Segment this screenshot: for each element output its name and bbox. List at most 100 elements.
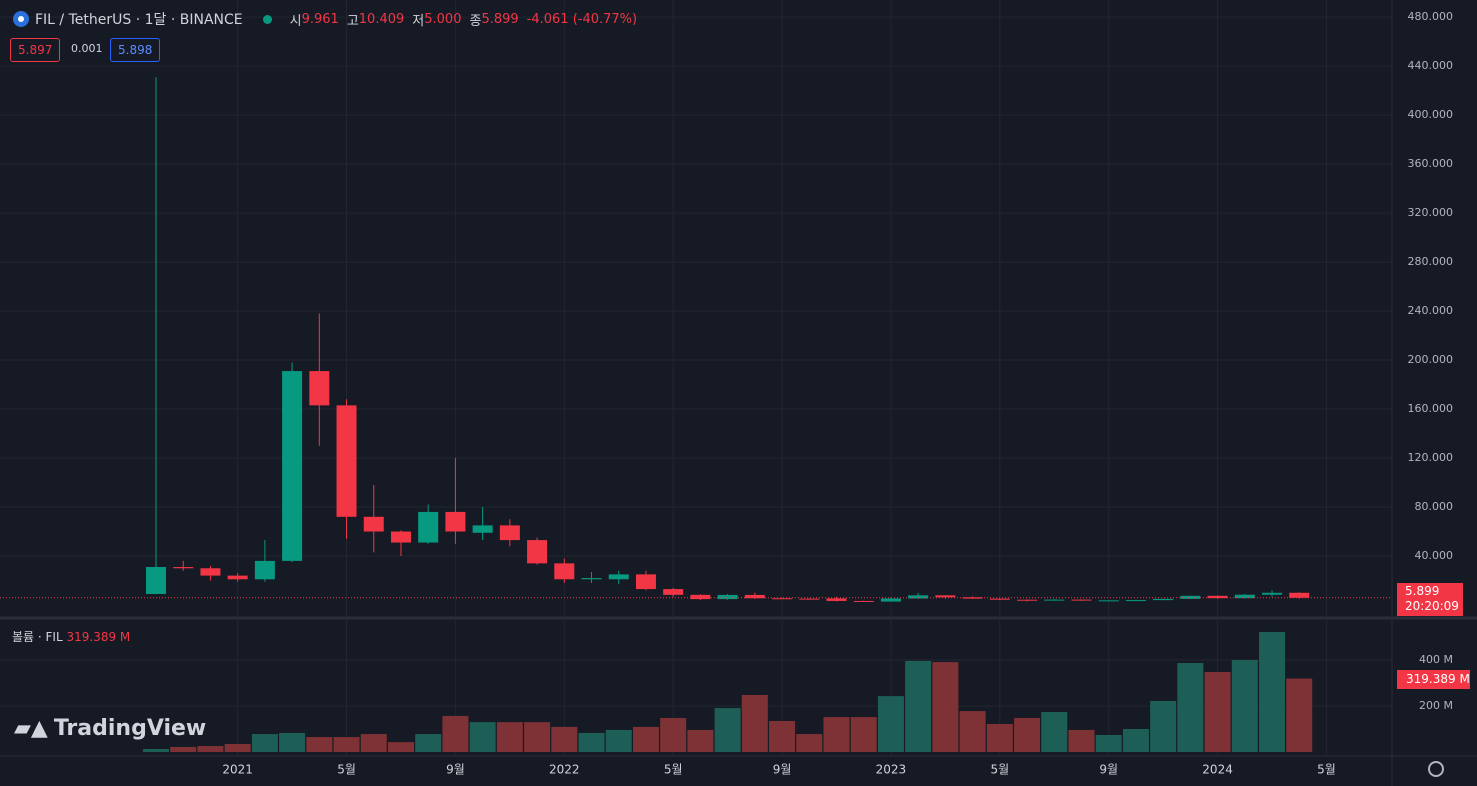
candle-body (1153, 598, 1174, 601)
change: -4.061 (-40.77%) (526, 11, 638, 27)
candle-body (608, 574, 629, 580)
volume-bar (632, 726, 659, 753)
candle-body (1044, 599, 1065, 601)
volume-bar (605, 729, 632, 753)
volume-bar (524, 722, 551, 753)
y-tick-label: 200.000 (1408, 353, 1454, 366)
spread: 0.001 (71, 42, 103, 55)
candle-body (663, 589, 684, 595)
x-tick-label: 2024 (1202, 763, 1233, 777)
candle-body (254, 560, 275, 580)
logo-text: TradingView (53, 716, 207, 741)
volume-bar (687, 729, 714, 753)
x-tick-label: 2023 (876, 763, 907, 777)
volume-bar (469, 722, 496, 753)
candle-body (935, 595, 956, 598)
candle-body (173, 567, 194, 569)
candle-body (1098, 600, 1119, 602)
bid[interactable]: 5.897 (10, 38, 61, 62)
candle-body (282, 371, 303, 561)
volume-bar (741, 694, 768, 753)
volume-legend: 볼륨 · FIL 319.389 M (12, 628, 130, 645)
y-tick-label: 480.000 (1408, 10, 1454, 23)
volume-bar (932, 662, 959, 753)
candle-body (989, 598, 1010, 600)
volume-bar (387, 742, 414, 753)
low-value: 5.000 (424, 11, 462, 27)
volume-bar (306, 737, 333, 753)
candle-body (200, 568, 221, 576)
volume-bar (1177, 663, 1204, 753)
volume-bar (850, 717, 877, 753)
volume-bar (1095, 734, 1122, 753)
volume-bar (769, 720, 796, 753)
symbol: FIL / TetherUS · 1달 · BINANCE (35, 12, 243, 28)
close-value: 5.899 (481, 11, 519, 27)
x-tick-label: 9월 (773, 763, 792, 777)
volume-bar (170, 746, 197, 753)
candle-body (1180, 595, 1201, 599)
volume-bar (1204, 671, 1231, 753)
open-value: 9.961 (301, 11, 339, 27)
volume-bar (714, 708, 741, 753)
low-label: 저 (412, 13, 425, 29)
y-tick-label: 360.000 (1408, 157, 1454, 170)
countdown: 20:20:09 (1405, 599, 1459, 613)
volume-bar (796, 734, 823, 753)
candle-body (363, 516, 384, 532)
y-tick-label: 400.000 (1408, 108, 1454, 121)
volume-bar (224, 743, 251, 753)
volume-bar (442, 715, 469, 753)
x-tick-label: 5월 (1317, 763, 1336, 777)
volume-tag: 319.389 M (1397, 670, 1470, 689)
y-tick-label: 400 M (1419, 653, 1453, 666)
candle-body (227, 575, 248, 580)
volume-bar (1259, 631, 1286, 753)
candle-body (554, 563, 575, 580)
candle-body (1125, 600, 1146, 602)
price-tag: 5.899 20:20:09 (1397, 583, 1463, 616)
volume-bar (197, 746, 224, 753)
settings-button[interactable] (1428, 761, 1444, 777)
x-tick-label: 5월 (664, 763, 683, 777)
volume-bar (360, 734, 387, 753)
volume-bar (1150, 700, 1177, 753)
volume-bar (877, 696, 904, 753)
candle-body (717, 594, 738, 600)
y-tick-label: 440.000 (1408, 59, 1454, 72)
y-tick-label: 40.000 (1415, 549, 1454, 562)
volume-bar (823, 717, 850, 753)
candle-body (635, 574, 656, 590)
y-tick-label: 320.000 (1408, 206, 1454, 219)
y-tick-label: 240.000 (1408, 304, 1454, 317)
candle-body (799, 598, 820, 600)
candle-body (1262, 592, 1283, 595)
x-tick-label: 9월 (446, 763, 465, 777)
candle-body (880, 598, 901, 602)
candle-body (472, 525, 493, 533)
x-tick-label: 9월 (1099, 763, 1118, 777)
y-tick-label: 80.000 (1415, 500, 1454, 513)
y-tick-label: 280.000 (1408, 255, 1454, 268)
candle-body (1017, 599, 1038, 601)
candle-body (527, 540, 548, 564)
candle-body (418, 511, 439, 543)
x-tick-label: 2021 (222, 763, 253, 777)
candle-body (1234, 594, 1255, 599)
volume-bar (143, 749, 169, 753)
candle-body (853, 600, 874, 602)
ask[interactable]: 5.898 (110, 38, 161, 62)
volume-bar (496, 722, 523, 753)
x-tick-label: 5월 (990, 763, 1009, 777)
volume-value: 319.389 M (66, 630, 131, 644)
open-label: 시 (289, 13, 302, 29)
logo[interactable]: ▰▲ TradingView (14, 716, 207, 741)
volume-title: 볼륨 · FIL (12, 630, 63, 644)
close-label: 종 (469, 13, 482, 29)
y-tick-label: 120.000 (1408, 451, 1454, 464)
candle-body (772, 598, 793, 600)
volume-bar (1041, 711, 1068, 753)
legend: FIL / TetherUS · 1달 · BINANCE 시 9.961 고 10… (12, 9, 637, 29)
